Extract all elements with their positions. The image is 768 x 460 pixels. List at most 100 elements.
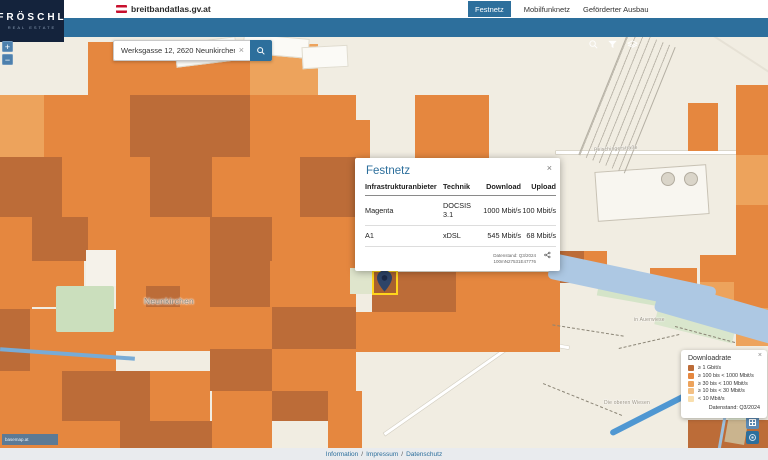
coverage-cell[interactable] [150, 157, 212, 217]
basemap-gap [350, 268, 372, 294]
road [556, 151, 768, 154]
coverage-cell[interactable] [326, 120, 370, 162]
coverage-cell[interactable] [415, 95, 489, 163]
legend-title: Downloadrate [688, 355, 732, 362]
froeschl-logo: FRÖSCHL REAL ESTATE [0, 0, 64, 42]
coverage-cell[interactable] [210, 217, 272, 261]
footer-link-information[interactable]: Information [325, 450, 359, 458]
legend-label: ≥ 1 Gbit/s [698, 365, 722, 371]
grid-icon [749, 419, 756, 426]
coverage-cell[interactable] [300, 157, 356, 217]
legend-label: < 10 Mbit/s [698, 396, 725, 403]
coverage-cell[interactable] [398, 272, 456, 314]
austria-flag-icon [116, 5, 127, 13]
footer-bar: Information / Impressum / Datenschutz [0, 448, 768, 460]
legend-swatch [688, 396, 694, 403]
popup-cell-id: 100mN27531E47776 [493, 259, 536, 265]
coverage-cell[interactable] [0, 371, 62, 421]
coverage-cell[interactable] [270, 261, 356, 307]
provider-table: Infrastrukturanbieter Technik Download Uplo… [365, 182, 556, 247]
tab-mobilfunknetz[interactable]: Mobilfunknetz [523, 4, 571, 14]
table-view-button[interactable] [746, 416, 759, 429]
popup-title: Festnetz [366, 165, 411, 177]
coverage-cell[interactable] [736, 205, 768, 258]
coverage-cell[interactable] [212, 391, 272, 448]
logo-title: FRÖSCHL [0, 11, 67, 23]
tab-festnetz[interactable]: Festnetz [468, 1, 511, 17]
coverage-cell[interactable] [272, 391, 328, 421]
legend-swatch [688, 372, 694, 379]
table-cell: xDSL [443, 231, 461, 240]
coverage-cell[interactable] [62, 371, 150, 421]
search-submit-button[interactable] [250, 40, 272, 61]
coverage-cell[interactable] [120, 421, 212, 448]
map-canvas[interactable]: Neunkirchen Peischingerstraße in Auerwiese… [0, 37, 768, 448]
coverage-cell[interactable] [272, 217, 356, 261]
table-body: Magenta DOCSIS 3.1 1000 Mbit/s 100 Mbit/s A1… [365, 196, 556, 247]
coverage-cell[interactable] [116, 307, 210, 351]
download-legend: Downloadrate × ≥ 1 Gbit/s ≥ 100 bis < 100… [681, 350, 767, 418]
coverage-cell[interactable] [210, 261, 270, 307]
header-bar: breitbandatlas.gv.at Festnetz Mobilfunkne… [0, 0, 768, 18]
coverage-cell[interactable] [0, 95, 44, 157]
coverage-cell[interactable] [62, 157, 150, 217]
legend-item: < 10 Mbit/s [688, 396, 760, 403]
coverage-cell[interactable] [212, 157, 300, 217]
table-cell: 1000 Mbit/s [483, 205, 521, 215]
coverage-cell[interactable] [0, 157, 62, 217]
map-label: Die oberen Wiesen [604, 400, 650, 406]
search-icon[interactable] [588, 39, 599, 50]
site-title: breitbandatlas.gv.at [131, 4, 211, 14]
legend-item: ≥ 1 Gbit/s [688, 365, 760, 371]
coverage-cell[interactable] [0, 309, 30, 371]
coverage-cell[interactable] [736, 85, 768, 155]
tab-gefoerderter-ausbau[interactable]: Geförderter Ausbau [583, 4, 649, 14]
coverage-cell[interactable] [272, 307, 356, 349]
table-cell: 545 Mbit/s [487, 231, 521, 240]
boundary-line [618, 334, 680, 349]
coverage-cell[interactable] [272, 349, 356, 391]
legend-item: ≥ 30 bis < 100 Mbit/s [688, 380, 760, 387]
coverage-cell[interactable] [356, 312, 456, 352]
coverage-cell[interactable] [44, 95, 130, 157]
share-icon[interactable] [544, 246, 551, 264]
table-cell: DOCSIS 3.1 [443, 201, 471, 219]
map-attribution[interactable]: basemap.at [2, 434, 58, 445]
coverage-cell[interactable] [736, 155, 768, 205]
coverage-cell[interactable] [210, 307, 272, 349]
footer-link-impressum[interactable]: Impressum [366, 450, 399, 458]
clear-search-icon[interactable]: × [238, 45, 244, 55]
popup-close-icon[interactable]: × [546, 163, 552, 173]
map-label: in Auerwiese [634, 317, 665, 323]
coverage-cell[interactable] [456, 272, 560, 314]
coverage-cell[interactable] [130, 95, 250, 157]
coverage-cell[interactable] [328, 391, 362, 448]
coverage-cell[interactable] [688, 103, 718, 151]
coverage-cell[interactable] [456, 312, 560, 352]
coverage-cell[interactable] [150, 371, 210, 421]
footer-link-datenschutz[interactable]: Datenschutz [406, 450, 443, 458]
table-cell: 68 Mbit/s [526, 231, 556, 240]
layers-icon[interactable] [626, 39, 639, 50]
search-bar: × [113, 40, 272, 61]
road [383, 341, 517, 436]
filter-icon[interactable] [607, 39, 618, 50]
popup-datenstand: Datenstand: Q3/2024 [493, 252, 536, 258]
coverage-cell[interactable] [210, 349, 272, 391]
legend-close-icon[interactable]: × [757, 352, 762, 359]
zoom-in-button[interactable]: + [2, 41, 13, 52]
table-row: A1 xDSL 545 Mbit/s 68 Mbit/s [365, 226, 556, 247]
legend-datenstand: Datenstand: Q3/2024 [708, 404, 760, 411]
basemap-gap [86, 250, 116, 286]
coverage-cell[interactable] [0, 217, 32, 309]
coverage-cell[interactable] [32, 217, 88, 261]
table-header-row: Infrastrukturanbieter Technik Download Uplo… [365, 182, 556, 196]
search-input[interactable] [113, 40, 250, 61]
legend-item: ≥ 10 bis < 30 Mbit/s [688, 388, 760, 395]
table-row: Magenta DOCSIS 3.1 1000 Mbit/s 100 Mbit/s [365, 196, 556, 226]
locate-button[interactable] [746, 431, 759, 444]
legend-label: ≥ 30 bis < 100 Mbit/s [698, 380, 748, 387]
zoom-out-button[interactable]: − [2, 54, 13, 65]
park [56, 286, 114, 332]
table-cell: Magenta [365, 205, 394, 215]
